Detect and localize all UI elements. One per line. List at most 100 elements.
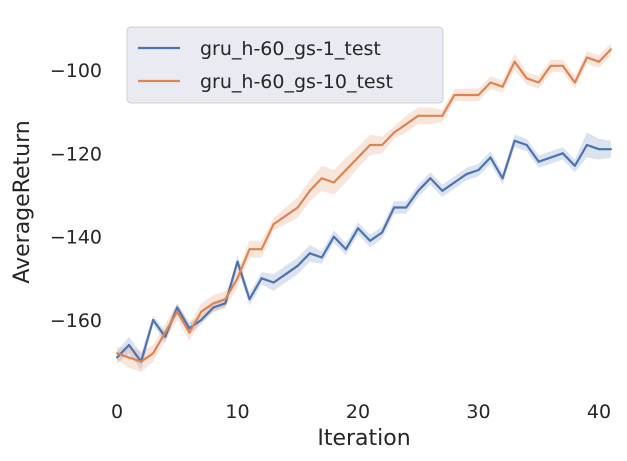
series-1-point xyxy=(549,156,552,159)
x-axis-label: Iteration xyxy=(317,426,410,451)
legend-box xyxy=(126,26,444,104)
series-2-point xyxy=(525,77,528,80)
series-2-point xyxy=(549,64,552,67)
series-1-point xyxy=(561,152,564,155)
series-1-point xyxy=(116,356,118,359)
y-tick-label: −100 xyxy=(50,60,102,82)
series-2-point xyxy=(585,56,588,59)
series-2-point xyxy=(573,81,576,84)
x-tick-label: 30 xyxy=(466,401,490,423)
x-axis-ticks: 0 10 20 30 40 xyxy=(111,401,611,423)
series-2-point xyxy=(513,60,516,63)
series-1-point xyxy=(224,302,227,305)
series-1-band xyxy=(117,132,611,370)
series-1-point xyxy=(296,264,299,267)
series-2-point xyxy=(296,206,299,209)
series-1-point xyxy=(212,306,215,309)
series-1-point xyxy=(248,298,251,301)
series-2-point xyxy=(248,248,251,251)
series-1-point xyxy=(260,277,263,280)
series-1-point xyxy=(441,189,444,192)
series-2-point xyxy=(537,81,540,84)
series-lines xyxy=(116,48,612,363)
series-2-point xyxy=(152,352,155,355)
series-2-point xyxy=(441,114,444,117)
series-1-point xyxy=(429,177,432,180)
series-2-point xyxy=(465,94,468,96)
series-2-point xyxy=(188,331,191,334)
series-2-point xyxy=(357,156,359,159)
series-2-point xyxy=(405,123,408,126)
series-2-point xyxy=(176,310,179,313)
series-1-point xyxy=(369,239,371,242)
series-2-point xyxy=(429,114,432,117)
series-1-point xyxy=(152,319,155,321)
series-2-point xyxy=(224,298,227,301)
series-2-point xyxy=(320,177,323,180)
series-1-point xyxy=(320,256,323,259)
series-2-point xyxy=(272,223,275,226)
series-1-point xyxy=(188,327,191,330)
series-2-point xyxy=(369,144,371,146)
series-1-point xyxy=(537,160,540,163)
series-2-point xyxy=(164,331,167,334)
confidence-bands xyxy=(117,42,611,373)
series-2-point xyxy=(284,214,287,217)
series-1-point xyxy=(344,248,347,251)
series-1-point xyxy=(332,235,335,238)
series-1-point xyxy=(308,252,311,255)
series-1-point xyxy=(525,144,528,146)
series-2-point xyxy=(417,114,420,117)
series-1-point xyxy=(393,206,396,209)
series-1-point xyxy=(272,281,275,284)
series-1-point xyxy=(164,335,167,338)
series-1-point xyxy=(284,273,287,276)
series-2-point xyxy=(598,60,600,63)
series-1-point xyxy=(598,148,600,151)
y-tick-label: −140 xyxy=(50,227,102,249)
legend-label-series-2: gru_h-60_gs-10_test xyxy=(200,71,393,93)
series-2-point xyxy=(501,85,504,88)
series-2-point xyxy=(381,144,384,146)
series-2-point xyxy=(477,94,480,96)
series-2-point xyxy=(561,64,564,67)
legend: gru_h-60_gs-1_test gru_h-60_gs-10_test xyxy=(126,26,444,104)
x-tick-label: 10 xyxy=(225,401,249,423)
series-2-point xyxy=(308,189,311,192)
x-tick-label: 40 xyxy=(587,401,611,423)
series-1-point xyxy=(128,344,130,346)
series-1-point xyxy=(610,148,612,151)
series-2-point xyxy=(489,81,492,84)
series-1-point xyxy=(573,164,576,167)
y-tick-label: −120 xyxy=(50,143,102,165)
series-1-point xyxy=(585,144,588,146)
series-1-point xyxy=(417,189,420,192)
series-1-point xyxy=(477,169,480,171)
series-2-point xyxy=(344,169,347,171)
series-2-point xyxy=(393,131,396,134)
series-2-point xyxy=(236,277,239,280)
series-1-point xyxy=(357,227,359,230)
series-2-line xyxy=(116,48,612,363)
legend-label-series-1: gru_h-60_gs-1_test xyxy=(200,38,381,60)
series-2-point xyxy=(128,356,130,359)
series-2-point xyxy=(212,302,215,305)
series-1-point xyxy=(453,181,456,184)
series-1-point xyxy=(513,139,516,142)
x-tick-label: 0 xyxy=(111,401,123,423)
x-tick-label: 20 xyxy=(346,401,370,423)
series-1-point xyxy=(465,173,468,176)
y-axis-label: AverageReturn xyxy=(10,120,35,283)
series-1-point xyxy=(200,319,203,321)
series-2-point xyxy=(140,360,143,363)
series-1-line xyxy=(116,139,611,363)
series-2-point xyxy=(200,310,203,313)
series-2-point xyxy=(260,248,263,251)
y-axis-ticks: −160 −140 −120 −100 xyxy=(50,60,102,332)
series-2-point xyxy=(453,94,456,96)
series-2-point xyxy=(610,48,612,51)
series-1-point xyxy=(236,260,239,263)
series-1-point xyxy=(381,231,384,234)
series-1-point xyxy=(176,306,179,309)
